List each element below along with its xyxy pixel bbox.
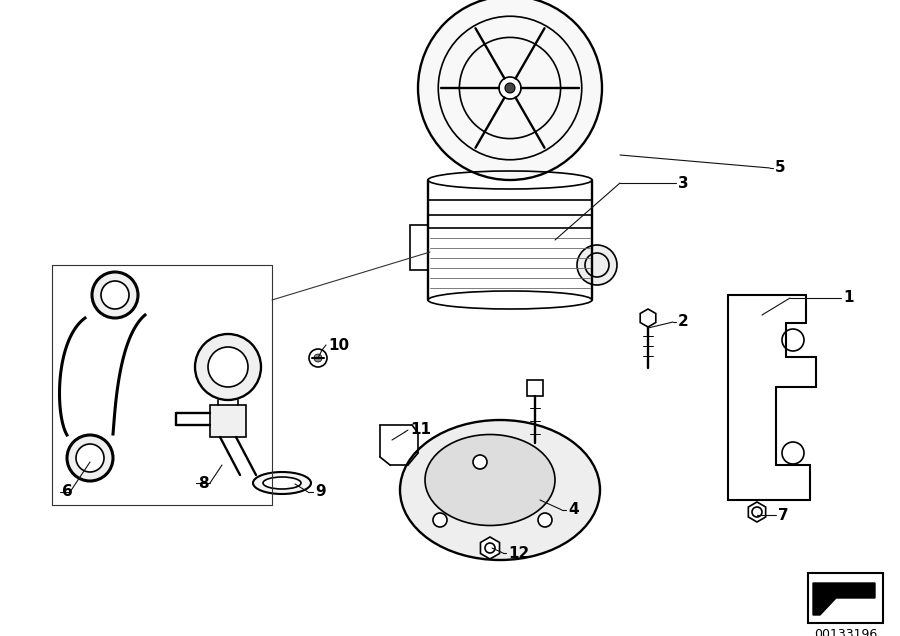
Text: 3: 3 xyxy=(678,176,688,191)
Text: 6: 6 xyxy=(62,485,73,499)
Circle shape xyxy=(101,281,129,309)
Circle shape xyxy=(577,245,617,285)
Text: 8: 8 xyxy=(198,476,209,490)
Text: 5: 5 xyxy=(775,160,786,176)
Polygon shape xyxy=(481,537,500,559)
Bar xyxy=(410,225,428,270)
Ellipse shape xyxy=(253,472,311,494)
Bar xyxy=(527,380,543,396)
Bar xyxy=(210,405,246,437)
Text: 1: 1 xyxy=(843,291,853,305)
Circle shape xyxy=(67,435,113,481)
Circle shape xyxy=(309,349,327,367)
Text: 4: 4 xyxy=(568,502,579,518)
Text: 00133196: 00133196 xyxy=(814,628,878,636)
Polygon shape xyxy=(748,502,766,522)
Circle shape xyxy=(76,444,104,472)
Circle shape xyxy=(92,272,138,318)
Circle shape xyxy=(499,77,521,99)
Circle shape xyxy=(782,329,804,351)
Circle shape xyxy=(208,347,248,387)
Circle shape xyxy=(782,442,804,464)
Circle shape xyxy=(538,513,552,527)
Text: 11: 11 xyxy=(410,422,431,438)
Text: 2: 2 xyxy=(678,314,688,329)
Circle shape xyxy=(314,354,322,362)
Ellipse shape xyxy=(400,420,600,560)
Circle shape xyxy=(433,513,447,527)
Text: 7: 7 xyxy=(778,508,788,523)
Circle shape xyxy=(473,455,487,469)
Ellipse shape xyxy=(263,477,301,489)
Text: 10: 10 xyxy=(328,338,349,352)
Text: 12: 12 xyxy=(508,546,529,560)
Circle shape xyxy=(505,83,515,93)
Text: 9: 9 xyxy=(315,485,326,499)
Circle shape xyxy=(195,334,261,400)
Circle shape xyxy=(418,0,602,180)
Bar xyxy=(808,573,883,623)
Ellipse shape xyxy=(425,434,555,525)
Polygon shape xyxy=(640,309,656,327)
Polygon shape xyxy=(813,583,875,615)
